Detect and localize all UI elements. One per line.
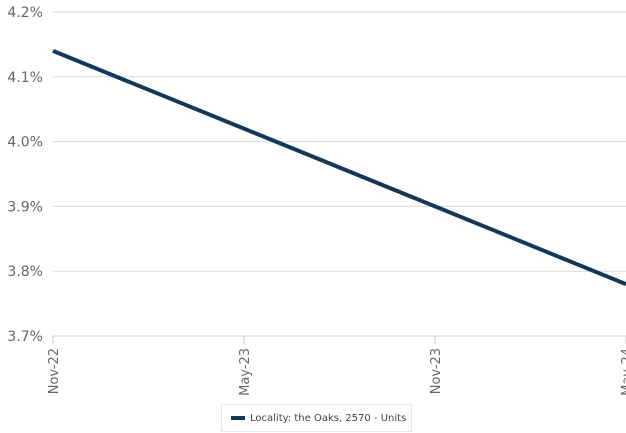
legend[interactable]: Locality: the Oaks, 2570 - Units: [221, 404, 412, 432]
x-tick-label: Nov-23: [429, 348, 444, 394]
legend-swatch: [231, 416, 245, 420]
series-line-0[interactable]: [52, 49, 626, 287]
y-tick-label: 3.7%: [7, 329, 43, 345]
y-tick-label: 3.9%: [7, 199, 43, 215]
x-tick-label: May-24: [620, 348, 626, 396]
legend-label: Locality: the Oaks, 2570 - Units: [250, 412, 407, 424]
y-tick-label: 3.8%: [7, 264, 43, 280]
x-tick-label: May-23: [238, 348, 253, 396]
x-axis-ticks: Nov-22 May-23 Nov-23 May-24: [47, 336, 626, 396]
series-group: [52, 49, 626, 287]
y-tick-label: 4.2%: [7, 5, 43, 21]
y-tick-label: 4.1%: [7, 70, 43, 86]
y-axis-ticks: 4.2% 4.1% 4.0% 3.9% 3.8% 3.7%: [7, 5, 43, 345]
gridlines: [53, 11, 626, 337]
x-tick-label: Nov-22: [47, 348, 62, 394]
y-tick-label: 4.0%: [7, 135, 43, 151]
